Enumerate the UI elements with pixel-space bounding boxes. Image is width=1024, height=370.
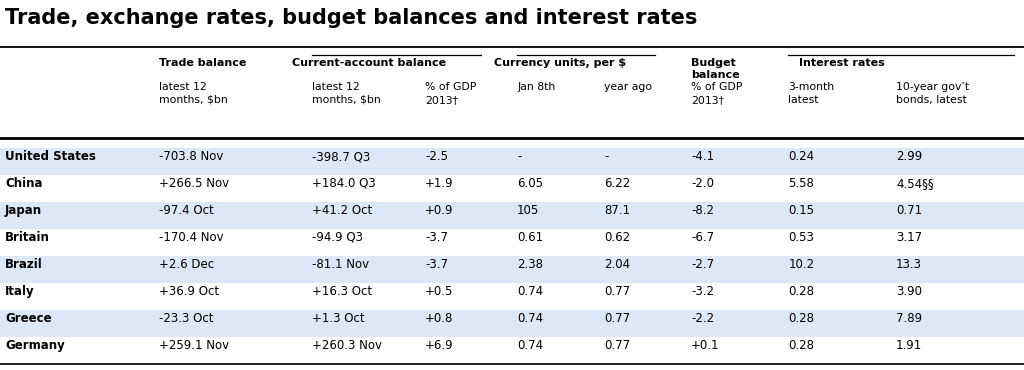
Bar	[0, 202, 1024, 229]
Text: -703.8 Nov: -703.8 Nov	[159, 150, 223, 163]
Text: China: China	[5, 177, 43, 190]
Text: Greece: Greece	[5, 312, 52, 325]
Text: +0.1: +0.1	[691, 339, 720, 352]
Text: +259.1 Nov: +259.1 Nov	[159, 339, 228, 352]
Text: -97.4 Oct: -97.4 Oct	[159, 204, 213, 217]
Text: -23.3 Oct: -23.3 Oct	[159, 312, 213, 325]
Text: +0.8: +0.8	[425, 312, 454, 325]
Text: -: -	[517, 150, 521, 163]
Text: Interest rates: Interest rates	[799, 58, 885, 68]
Text: 0.71: 0.71	[896, 204, 923, 217]
Text: -6.7: -6.7	[691, 231, 715, 244]
Text: 105: 105	[517, 204, 540, 217]
Text: Budget
balance: Budget balance	[691, 58, 739, 80]
Text: -8.2: -8.2	[691, 204, 714, 217]
Text: -94.9 Q3: -94.9 Q3	[312, 231, 364, 244]
Text: 0.77: 0.77	[604, 312, 631, 325]
Text: +1.9: +1.9	[425, 177, 454, 190]
Text: +260.3 Nov: +260.3 Nov	[312, 339, 382, 352]
Text: Trade, exchange rates, budget balances and interest rates: Trade, exchange rates, budget balances a…	[5, 8, 697, 28]
Text: latest 12
months, $bn: latest 12 months, $bn	[312, 82, 381, 105]
Text: 3.90: 3.90	[896, 285, 922, 298]
Text: -4.1: -4.1	[691, 150, 715, 163]
Text: -170.4 Nov: -170.4 Nov	[159, 231, 223, 244]
Text: 0.77: 0.77	[604, 339, 631, 352]
Text: 5.58: 5.58	[788, 177, 814, 190]
Text: 0.74: 0.74	[517, 285, 544, 298]
Text: +0.5: +0.5	[425, 285, 454, 298]
Text: -2.0: -2.0	[691, 177, 714, 190]
Text: Jan 8th: Jan 8th	[517, 82, 555, 92]
Bar	[0, 148, 1024, 175]
Text: Currency units, per $: Currency units, per $	[494, 58, 627, 68]
Text: 6.05: 6.05	[517, 177, 543, 190]
Text: Trade balance: Trade balance	[159, 58, 246, 68]
Text: 6.22: 6.22	[604, 177, 631, 190]
Text: 0.28: 0.28	[788, 312, 814, 325]
Text: -: -	[604, 150, 608, 163]
Text: +266.5 Nov: +266.5 Nov	[159, 177, 228, 190]
Text: 0.28: 0.28	[788, 285, 814, 298]
Text: 0.28: 0.28	[788, 339, 814, 352]
Text: 13.3: 13.3	[896, 258, 922, 271]
Text: % of GDP
2013†: % of GDP 2013†	[691, 82, 742, 105]
Text: -2.5: -2.5	[425, 150, 447, 163]
Text: -2.7: -2.7	[691, 258, 715, 271]
Text: 2.99: 2.99	[896, 150, 923, 163]
Text: 0.77: 0.77	[604, 285, 631, 298]
Text: 2.38: 2.38	[517, 258, 543, 271]
Text: United States: United States	[5, 150, 96, 163]
Text: Britain: Britain	[5, 231, 50, 244]
Text: 0.74: 0.74	[517, 339, 544, 352]
Text: year ago: year ago	[604, 82, 652, 92]
Text: 0.24: 0.24	[788, 150, 815, 163]
Text: 10-year gov’t
bonds, latest: 10-year gov’t bonds, latest	[896, 82, 969, 105]
Text: Germany: Germany	[5, 339, 65, 352]
Text: 1.91: 1.91	[896, 339, 923, 352]
Text: 0.74: 0.74	[517, 312, 544, 325]
Text: -2.2: -2.2	[691, 312, 715, 325]
Text: +6.9: +6.9	[425, 339, 454, 352]
Text: Current-account balance: Current-account balance	[292, 58, 445, 68]
Text: Italy: Italy	[5, 285, 35, 298]
Text: 0.61: 0.61	[517, 231, 544, 244]
Text: 2.04: 2.04	[604, 258, 631, 271]
Text: -3.7: -3.7	[425, 231, 447, 244]
Text: -398.7 Q3: -398.7 Q3	[312, 150, 371, 163]
Text: 3-month
latest: 3-month latest	[788, 82, 835, 105]
Text: Japan: Japan	[5, 204, 42, 217]
Text: -3.7: -3.7	[425, 258, 447, 271]
Bar	[0, 310, 1024, 337]
Text: 0.53: 0.53	[788, 231, 814, 244]
Text: +184.0 Q3: +184.0 Q3	[312, 177, 376, 190]
Text: +16.3 Oct: +16.3 Oct	[312, 285, 373, 298]
Text: +0.9: +0.9	[425, 204, 454, 217]
Text: 3.17: 3.17	[896, 231, 923, 244]
Bar	[0, 256, 1024, 283]
Text: +1.3 Oct: +1.3 Oct	[312, 312, 365, 325]
Text: 4.54§§: 4.54§§	[896, 177, 934, 190]
Text: 10.2: 10.2	[788, 258, 815, 271]
Text: 7.89: 7.89	[896, 312, 923, 325]
Text: +36.9 Oct: +36.9 Oct	[159, 285, 219, 298]
Text: latest 12
months, $bn: latest 12 months, $bn	[159, 82, 227, 105]
Text: Brazil: Brazil	[5, 258, 43, 271]
Text: 0.62: 0.62	[604, 231, 631, 244]
Text: -3.2: -3.2	[691, 285, 714, 298]
Text: +41.2 Oct: +41.2 Oct	[312, 204, 373, 217]
Text: 0.15: 0.15	[788, 204, 814, 217]
Text: 87.1: 87.1	[604, 204, 631, 217]
Text: % of GDP
2013†: % of GDP 2013†	[425, 82, 476, 105]
Text: +2.6 Dec: +2.6 Dec	[159, 258, 214, 271]
Text: -81.1 Nov: -81.1 Nov	[312, 258, 370, 271]
